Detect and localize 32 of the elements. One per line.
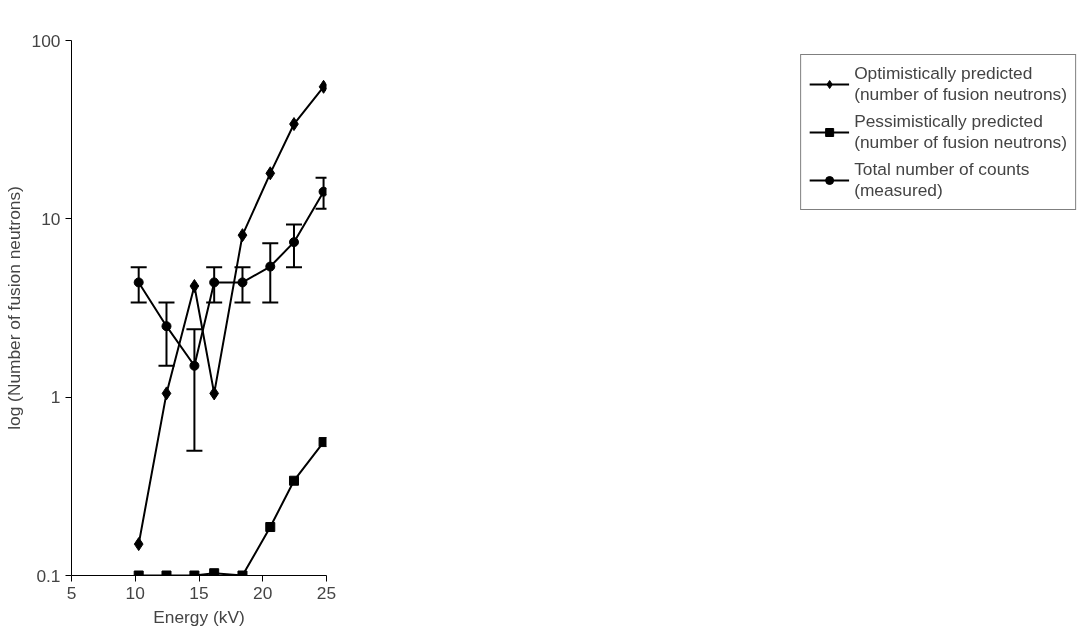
y-tick-label: 0.1 <box>36 565 61 586</box>
point <box>265 261 276 272</box>
x-tick-label: 15 <box>189 582 209 603</box>
x-tick-label: 20 <box>253 582 273 603</box>
y-axis-title: log (Number of fusion neutrons) <box>3 186 24 430</box>
point <box>288 475 299 486</box>
point <box>318 437 327 448</box>
point <box>209 568 220 576</box>
point <box>189 279 200 294</box>
y-tick-label: 10 <box>41 208 61 229</box>
point <box>237 277 248 288</box>
legend-label: Pessimistically predicted (number of fusion neutrons) <box>854 111 1067 153</box>
point <box>133 277 144 288</box>
x-tick-label: 5 <box>66 582 77 603</box>
point <box>209 386 220 401</box>
y-tick-label: 1 <box>50 387 61 408</box>
point <box>237 228 248 243</box>
legend-label: Total number of counts (measured) <box>854 159 1030 201</box>
point <box>133 537 144 552</box>
y-tick-label: 100 <box>31 30 61 51</box>
point <box>265 166 276 181</box>
legend-label: Optimistically predicted (number of fusion neutrons) <box>854 63 1067 105</box>
point <box>265 522 276 533</box>
point <box>318 186 327 197</box>
x-tick-label: 10 <box>125 582 145 603</box>
point <box>161 386 172 401</box>
point <box>189 360 200 371</box>
point <box>209 277 220 288</box>
point <box>161 321 172 332</box>
x-tick-label: 25 <box>316 582 337 603</box>
x-axis-title: Energy (kV) <box>153 606 245 627</box>
point <box>288 237 299 248</box>
